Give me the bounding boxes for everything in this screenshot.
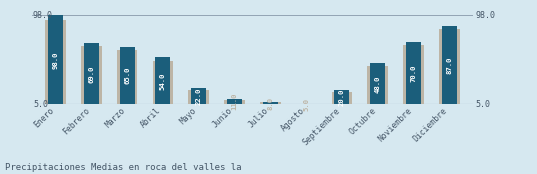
Text: 70.0: 70.0 — [410, 65, 417, 82]
Bar — [331, 92, 352, 104]
Bar — [439, 29, 460, 104]
Text: 11.0: 11.0 — [231, 93, 237, 110]
Text: 22.0: 22.0 — [195, 88, 202, 105]
Text: 69.0: 69.0 — [88, 65, 95, 82]
Bar — [188, 90, 209, 104]
Bar — [442, 26, 457, 104]
Bar — [370, 63, 385, 104]
Bar — [120, 47, 135, 104]
Text: 5.0: 5.0 — [475, 100, 490, 109]
Bar — [81, 46, 101, 104]
Text: 54.0: 54.0 — [160, 72, 166, 90]
Bar — [117, 50, 137, 104]
Bar — [45, 20, 66, 104]
Text: 8.0: 8.0 — [267, 96, 273, 109]
Text: 48.0: 48.0 — [375, 75, 381, 93]
Text: 5.0: 5.0 — [303, 98, 309, 111]
Bar — [224, 100, 245, 104]
Text: 98.0: 98.0 — [475, 11, 495, 20]
Text: 87.0: 87.0 — [446, 56, 452, 74]
Bar — [335, 90, 350, 104]
Bar — [84, 43, 99, 104]
Text: Precipitaciones Medias en roca del valles la: Precipitaciones Medias en roca del valle… — [5, 163, 242, 172]
Text: 98.0: 98.0 — [53, 51, 59, 69]
Bar — [155, 57, 170, 104]
Bar — [260, 102, 281, 104]
Bar — [227, 99, 242, 104]
Text: 98.0: 98.0 — [33, 11, 53, 20]
Bar — [406, 42, 421, 104]
Text: 5.0: 5.0 — [33, 100, 48, 109]
Bar — [153, 61, 173, 104]
Text: 20.0: 20.0 — [339, 88, 345, 106]
Bar — [367, 66, 388, 104]
Bar — [403, 45, 424, 104]
Bar — [48, 15, 63, 104]
Text: 65.0: 65.0 — [124, 67, 130, 84]
Bar — [191, 88, 206, 104]
Bar — [263, 101, 278, 104]
